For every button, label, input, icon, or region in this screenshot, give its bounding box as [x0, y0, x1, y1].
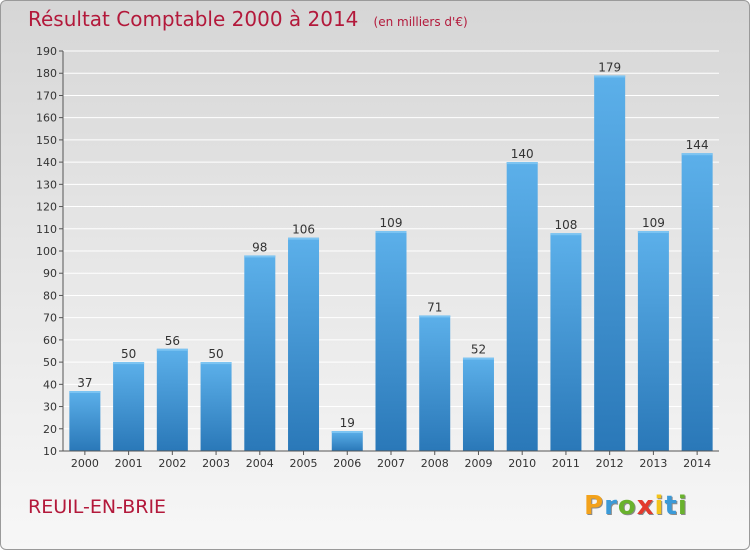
y-tick-label: 130	[36, 178, 57, 191]
bar-highlight	[419, 315, 451, 318]
y-tick-label: 30	[43, 401, 57, 414]
logo-letter: i	[654, 491, 665, 521]
bar-2007	[375, 231, 407, 451]
data-label: 56	[165, 334, 180, 348]
data-label: 98	[252, 240, 267, 254]
y-tick-label: 40	[43, 378, 57, 391]
logo-letter: x	[636, 491, 655, 521]
y-tick-label: 60	[43, 334, 57, 347]
y-tick-label: 100	[36, 245, 57, 258]
x-tick-label: 2013	[639, 457, 667, 470]
bar-highlight	[637, 231, 669, 233]
data-label: 144	[686, 138, 709, 152]
logo-letter: r	[604, 491, 618, 521]
data-label: 109	[380, 216, 403, 230]
bar-highlight	[156, 348, 188, 351]
bar-2003	[200, 362, 232, 451]
data-label: 106	[292, 223, 315, 237]
bar-layer	[69, 75, 713, 451]
bar-2012	[594, 75, 626, 451]
data-label: 37	[77, 376, 92, 390]
bar-highlight	[288, 237, 320, 240]
bar-highlight	[375, 231, 407, 233]
y-tick-label: 180	[36, 67, 57, 80]
bar-highlight	[331, 431, 363, 433]
x-tick-label: 2003	[202, 457, 230, 470]
x-tick-label: 2007	[377, 457, 405, 470]
x-tick-label: 2012	[596, 457, 624, 470]
bar-2006	[331, 431, 363, 451]
x-tick-label: 2014	[683, 457, 711, 470]
data-label: 108	[554, 218, 577, 232]
bar-2001	[113, 362, 145, 451]
bar-highlight	[506, 162, 538, 165]
y-tick-label: 80	[43, 289, 57, 302]
x-tick-label: 2002	[158, 457, 186, 470]
data-label: 50	[121, 347, 136, 361]
x-tick-label: 2008	[421, 457, 449, 470]
bar-2013	[637, 231, 669, 451]
data-label: 52	[471, 343, 486, 357]
data-label: 140	[511, 147, 534, 161]
y-tick-label: 110	[36, 223, 57, 236]
axis-layer: 10 20 30 40 50 60 70 80 90 100 110 120 130 140 150 160 1…	[36, 45, 719, 470]
x-tick-label: 2001	[115, 457, 143, 470]
data-label: 19	[340, 416, 355, 430]
bar-highlight	[69, 391, 101, 393]
y-tick-label: 120	[36, 201, 57, 214]
x-tick-label: 2010	[508, 457, 536, 470]
logo-letter: P	[584, 491, 605, 521]
bar-highlight	[550, 233, 582, 236]
x-tick-label: 2004	[246, 457, 274, 470]
y-tick-label: 140	[36, 156, 57, 169]
bar-2008	[419, 315, 451, 451]
chart-title: Résultat Comptable 2000 à 2014 (en milli…	[28, 7, 468, 31]
x-tick-label: 2000	[71, 457, 99, 470]
bar-highlight	[462, 357, 494, 360]
bar-highlight	[244, 255, 276, 258]
y-tick-label: 170	[36, 89, 57, 102]
x-tick-label: 2005	[290, 457, 318, 470]
data-label: 71	[427, 300, 442, 314]
bar-2010	[506, 162, 538, 451]
chart-title-unit: (en milliers d'€)	[373, 15, 468, 29]
bar-2005	[288, 237, 320, 451]
x-tick-label: 2011	[552, 457, 580, 470]
data-label: 179	[598, 60, 621, 74]
bar-2009	[462, 357, 494, 451]
y-tick-label: 20	[43, 423, 57, 436]
y-tick-label: 190	[36, 45, 57, 58]
x-tick-label: 2009	[464, 457, 492, 470]
logo-letter: i	[677, 491, 688, 521]
proxiti-logo: Proxiti	[584, 491, 688, 521]
y-tick-label: 90	[43, 267, 57, 280]
commune-name: REUIL-EN-BRIE	[28, 496, 167, 518]
bar-highlight	[113, 362, 145, 365]
bar-2002	[156, 348, 188, 451]
logo-letter: t	[664, 491, 678, 521]
y-tick-label: 70	[43, 312, 57, 325]
bar-2011	[550, 233, 582, 451]
bar-highlight	[681, 153, 713, 156]
y-tick-label: 150	[36, 134, 57, 147]
bar-2000	[69, 391, 101, 451]
bar-highlight	[200, 362, 232, 365]
y-tick-label: 10	[43, 445, 57, 458]
chart-title-main: Résultat Comptable 2000 à 2014	[28, 7, 359, 31]
y-tick-label: 50	[43, 356, 57, 369]
data-label: 109	[642, 216, 665, 230]
data-label: 50	[208, 347, 223, 361]
logo-letter: o	[617, 491, 637, 521]
bar-2004	[244, 255, 276, 451]
bar-2014	[681, 153, 713, 451]
y-tick-label: 160	[36, 112, 57, 125]
bar-highlight	[594, 75, 626, 78]
x-tick-label: 2006	[333, 457, 361, 470]
